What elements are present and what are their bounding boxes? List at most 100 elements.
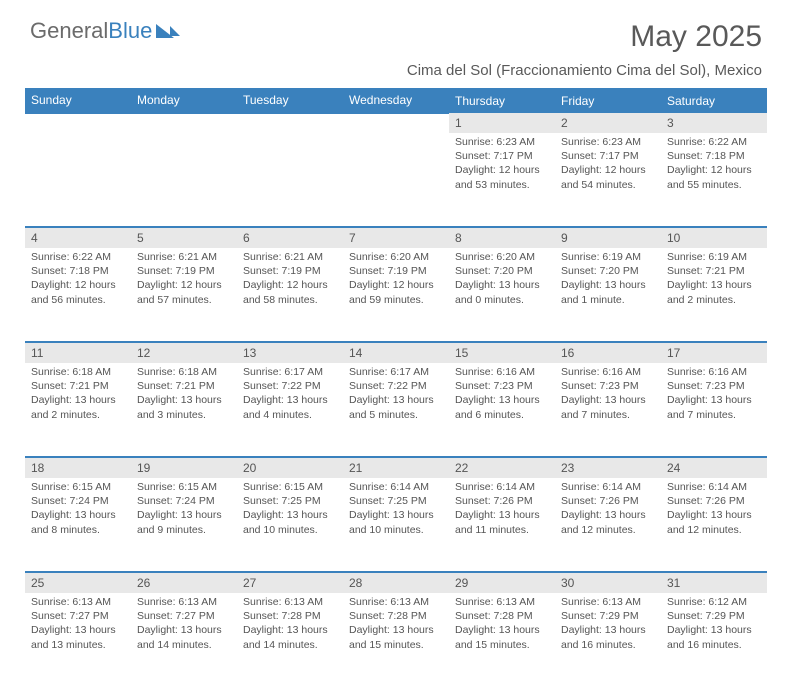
sunrise-text: Sunrise: 6:15 AM xyxy=(31,480,125,494)
day-content-cell: Sunrise: 6:12 AMSunset: 7:29 PMDaylight:… xyxy=(661,593,767,687)
day-content-cell: Sunrise: 6:13 AMSunset: 7:28 PMDaylight:… xyxy=(343,593,449,687)
sunrise-text: Sunrise: 6:16 AM xyxy=(667,365,761,379)
sunset-text: Sunset: 7:25 PM xyxy=(243,494,337,508)
daylight-text: Daylight: 12 hours and 57 minutes. xyxy=(137,278,231,306)
sunset-text: Sunset: 7:28 PM xyxy=(243,609,337,623)
day-content-cell: Sunrise: 6:20 AMSunset: 7:19 PMDaylight:… xyxy=(343,248,449,342)
day-number-cell xyxy=(343,113,449,133)
daylight-text: Daylight: 13 hours and 14 minutes. xyxy=(137,623,231,651)
sunset-text: Sunset: 7:28 PM xyxy=(455,609,549,623)
day-number-cell: 8 xyxy=(449,227,555,248)
day-content-cell: Sunrise: 6:15 AMSunset: 7:24 PMDaylight:… xyxy=(25,478,131,572)
day-content-cell: Sunrise: 6:23 AMSunset: 7:17 PMDaylight:… xyxy=(555,133,661,227)
sunset-text: Sunset: 7:17 PM xyxy=(561,149,655,163)
daylight-text: Daylight: 13 hours and 6 minutes. xyxy=(455,393,549,421)
header-wednesday: Wednesday xyxy=(343,88,449,113)
daylight-text: Daylight: 13 hours and 8 minutes. xyxy=(31,508,125,536)
daylight-text: Daylight: 13 hours and 3 minutes. xyxy=(137,393,231,421)
day-content-cell: Sunrise: 6:18 AMSunset: 7:21 PMDaylight:… xyxy=(25,363,131,457)
sunset-text: Sunset: 7:24 PM xyxy=(137,494,231,508)
logo-text-blue: Blue xyxy=(108,18,152,44)
daylight-text: Daylight: 13 hours and 1 minute. xyxy=(561,278,655,306)
day-content-row: Sunrise: 6:13 AMSunset: 7:27 PMDaylight:… xyxy=(25,593,767,687)
sunrise-text: Sunrise: 6:13 AM xyxy=(243,595,337,609)
day-number-row: 45678910 xyxy=(25,227,767,248)
sunset-text: Sunset: 7:21 PM xyxy=(31,379,125,393)
day-content-cell: Sunrise: 6:14 AMSunset: 7:25 PMDaylight:… xyxy=(343,478,449,572)
header-sunday: Sunday xyxy=(25,88,131,113)
day-number-row: 18192021222324 xyxy=(25,457,767,478)
sunset-text: Sunset: 7:25 PM xyxy=(349,494,443,508)
daylight-text: Daylight: 13 hours and 11 minutes. xyxy=(455,508,549,536)
sunrise-text: Sunrise: 6:14 AM xyxy=(561,480,655,494)
daylight-text: Daylight: 12 hours and 56 minutes. xyxy=(31,278,125,306)
logo-text-general: General xyxy=(30,18,108,44)
daylight-text: Daylight: 12 hours and 59 minutes. xyxy=(349,278,443,306)
day-number-cell: 22 xyxy=(449,457,555,478)
day-number-row: 123 xyxy=(25,113,767,133)
daylight-text: Daylight: 12 hours and 58 minutes. xyxy=(243,278,337,306)
daylight-text: Daylight: 13 hours and 7 minutes. xyxy=(667,393,761,421)
sunrise-text: Sunrise: 6:23 AM xyxy=(561,135,655,149)
logo-triangle-icon-2 xyxy=(170,26,180,36)
sunset-text: Sunset: 7:26 PM xyxy=(455,494,549,508)
day-content-row: Sunrise: 6:22 AMSunset: 7:18 PMDaylight:… xyxy=(25,248,767,342)
day-content-cell: Sunrise: 6:17 AMSunset: 7:22 PMDaylight:… xyxy=(237,363,343,457)
sunset-text: Sunset: 7:21 PM xyxy=(667,264,761,278)
daylight-text: Daylight: 13 hours and 15 minutes. xyxy=(349,623,443,651)
day-content-cell: Sunrise: 6:14 AMSunset: 7:26 PMDaylight:… xyxy=(555,478,661,572)
daylight-text: Daylight: 13 hours and 12 minutes. xyxy=(561,508,655,536)
day-content-cell xyxy=(343,133,449,227)
sunrise-text: Sunrise: 6:22 AM xyxy=(31,250,125,264)
day-content-row: Sunrise: 6:23 AMSunset: 7:17 PMDaylight:… xyxy=(25,133,767,227)
sunset-text: Sunset: 7:22 PM xyxy=(243,379,337,393)
daylight-text: Daylight: 13 hours and 4 minutes. xyxy=(243,393,337,421)
sunrise-text: Sunrise: 6:20 AM xyxy=(455,250,549,264)
day-content-cell xyxy=(237,133,343,227)
sunset-text: Sunset: 7:19 PM xyxy=(243,264,337,278)
sunset-text: Sunset: 7:20 PM xyxy=(455,264,549,278)
day-content-cell: Sunrise: 6:16 AMSunset: 7:23 PMDaylight:… xyxy=(449,363,555,457)
sunset-text: Sunset: 7:23 PM xyxy=(455,379,549,393)
day-content-cell: Sunrise: 6:16 AMSunset: 7:23 PMDaylight:… xyxy=(661,363,767,457)
day-number-cell: 30 xyxy=(555,572,661,593)
sunrise-text: Sunrise: 6:13 AM xyxy=(455,595,549,609)
day-content-cell: Sunrise: 6:19 AMSunset: 7:21 PMDaylight:… xyxy=(661,248,767,342)
daylight-text: Daylight: 12 hours and 53 minutes. xyxy=(455,163,549,191)
daylight-text: Daylight: 13 hours and 9 minutes. xyxy=(137,508,231,536)
sunset-text: Sunset: 7:27 PM xyxy=(31,609,125,623)
sunset-text: Sunset: 7:27 PM xyxy=(137,609,231,623)
sunset-text: Sunset: 7:21 PM xyxy=(137,379,231,393)
sunset-text: Sunset: 7:26 PM xyxy=(561,494,655,508)
sunset-text: Sunset: 7:20 PM xyxy=(561,264,655,278)
day-number-cell: 4 xyxy=(25,227,131,248)
sunrise-text: Sunrise: 6:21 AM xyxy=(137,250,231,264)
day-content-cell: Sunrise: 6:13 AMSunset: 7:28 PMDaylight:… xyxy=(449,593,555,687)
daylight-text: Daylight: 13 hours and 16 minutes. xyxy=(561,623,655,651)
daylight-text: Daylight: 13 hours and 10 minutes. xyxy=(243,508,337,536)
day-content-cell: Sunrise: 6:13 AMSunset: 7:28 PMDaylight:… xyxy=(237,593,343,687)
day-content-row: Sunrise: 6:18 AMSunset: 7:21 PMDaylight:… xyxy=(25,363,767,457)
day-number-cell: 14 xyxy=(343,342,449,363)
sunset-text: Sunset: 7:26 PM xyxy=(667,494,761,508)
day-content-cell: Sunrise: 6:16 AMSunset: 7:23 PMDaylight:… xyxy=(555,363,661,457)
day-number-cell: 2 xyxy=(555,113,661,133)
day-content-cell: Sunrise: 6:21 AMSunset: 7:19 PMDaylight:… xyxy=(131,248,237,342)
sunset-text: Sunset: 7:17 PM xyxy=(455,149,549,163)
day-content-cell: Sunrise: 6:13 AMSunset: 7:27 PMDaylight:… xyxy=(131,593,237,687)
day-content-cell: Sunrise: 6:22 AMSunset: 7:18 PMDaylight:… xyxy=(661,133,767,227)
day-number-cell: 19 xyxy=(131,457,237,478)
day-content-cell: Sunrise: 6:14 AMSunset: 7:26 PMDaylight:… xyxy=(449,478,555,572)
header-monday: Monday xyxy=(131,88,237,113)
day-number-cell: 3 xyxy=(661,113,767,133)
day-number-cell: 15 xyxy=(449,342,555,363)
sunrise-text: Sunrise: 6:14 AM xyxy=(667,480,761,494)
daylight-text: Daylight: 13 hours and 5 minutes. xyxy=(349,393,443,421)
day-number-cell: 1 xyxy=(449,113,555,133)
daylight-text: Daylight: 13 hours and 14 minutes. xyxy=(243,623,337,651)
weekday-header-row: Sunday Monday Tuesday Wednesday Thursday… xyxy=(25,88,767,113)
day-number-cell: 17 xyxy=(661,342,767,363)
day-number-cell: 29 xyxy=(449,572,555,593)
sunrise-text: Sunrise: 6:13 AM xyxy=(31,595,125,609)
daylight-text: Daylight: 13 hours and 2 minutes. xyxy=(667,278,761,306)
